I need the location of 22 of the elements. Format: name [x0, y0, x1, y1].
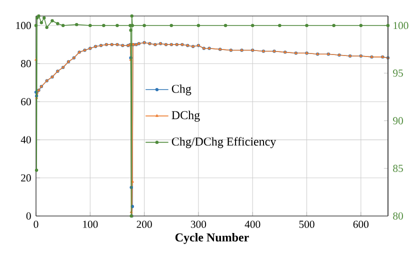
y-tick-label: 20 — [21, 174, 31, 182]
x-tick-label: 0 — [34, 220, 38, 228]
legend-label: Chg/DChg Efficiency — [172, 137, 276, 148]
legend-label: DChg — [172, 110, 200, 122]
x-tick-label: 500 — [299, 220, 314, 228]
y-tick-label: 40 — [20, 136, 31, 144]
y2-tick-label: 90 — [393, 117, 403, 124]
y-tick-label: 0 — [26, 212, 31, 220]
x-tick-label: 300 — [190, 220, 206, 228]
x-tick-label: 200 — [136, 220, 152, 228]
x-tick-label: 100 — [83, 220, 98, 228]
x-axis-title: Cycle Number — [175, 233, 249, 244]
x-tick-label: 600 — [353, 220, 369, 228]
y2-tick-label: 95 — [393, 70, 403, 77]
y-tick-label: 60 — [21, 98, 31, 106]
y2-tick-label: 85 — [393, 164, 403, 172]
y-tick-label: 80 — [21, 60, 31, 68]
y2-tick-label: 100 — [394, 22, 408, 30]
legend-label: Chg — [172, 84, 192, 96]
y2-tick-label: 80 — [393, 212, 403, 220]
y-tick-label: 100 — [16, 22, 31, 30]
x-tick-label: 400 — [244, 220, 260, 228]
